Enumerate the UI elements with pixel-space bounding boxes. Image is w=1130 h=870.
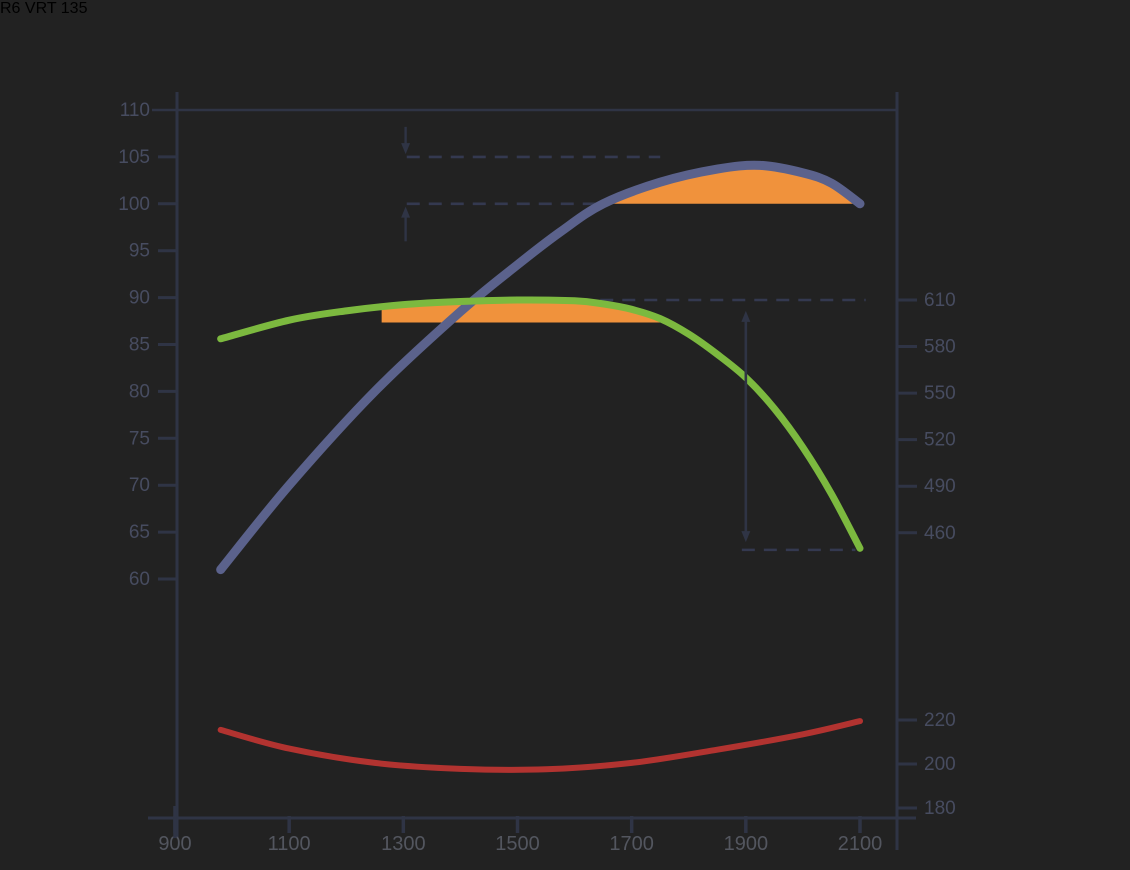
power-tick-label: 95 xyxy=(129,241,150,262)
power-curve xyxy=(216,160,865,575)
power-tick-label: 75 xyxy=(129,428,150,449)
performance-chart: 110 105 100 95 90 85 80 75 70 65 60 610 580 550 520 490… xyxy=(118,92,956,855)
power-tick-label: 85 xyxy=(129,335,150,356)
x-tick-label: 2100 xyxy=(838,833,883,855)
torque-tick-label: 550 xyxy=(924,383,956,404)
torque-tick-label: 490 xyxy=(924,476,956,497)
power-tick-label: 80 xyxy=(129,381,150,402)
x-tick-label: 1700 xyxy=(609,833,654,855)
x-tick-label: 1100 xyxy=(268,833,311,855)
header-bar: R6 VRT 135 xyxy=(0,0,1130,18)
fuel-tick-label: 220 xyxy=(924,710,956,731)
x-tick-label: 1300 xyxy=(381,833,426,855)
power-tick-label: 105 xyxy=(118,147,150,168)
fuel-curve xyxy=(217,718,863,773)
power-tick-label: 110 xyxy=(120,100,150,121)
x-tick-label: 1500 xyxy=(495,833,540,855)
up-arrow-head xyxy=(401,206,411,218)
page-title: R6 VRT 135 xyxy=(0,0,88,17)
power-tick-label: 90 xyxy=(129,288,150,309)
down-arrow-head xyxy=(401,143,411,155)
torque-tick-label: 520 xyxy=(924,430,956,451)
power-tick-label: 70 xyxy=(129,475,150,496)
double-arrow-head-bottom xyxy=(741,531,751,543)
torque-tick-label: 610 xyxy=(924,290,956,311)
fuel-tick-label: 180 xyxy=(924,798,956,819)
x-tick-label: 1900 xyxy=(724,833,769,855)
power-tick-label: 60 xyxy=(129,569,150,590)
fuel-tick-label: 200 xyxy=(924,754,956,775)
torque-tick-label: 460 xyxy=(924,523,956,544)
torque-tick-label: 580 xyxy=(924,337,956,358)
x-tick-label: 900 xyxy=(158,833,191,855)
power-tick-label: 65 xyxy=(129,522,150,543)
power-tick-label: 100 xyxy=(118,194,150,215)
double-arrow-head-top xyxy=(741,310,751,322)
torque-curve xyxy=(217,296,864,552)
